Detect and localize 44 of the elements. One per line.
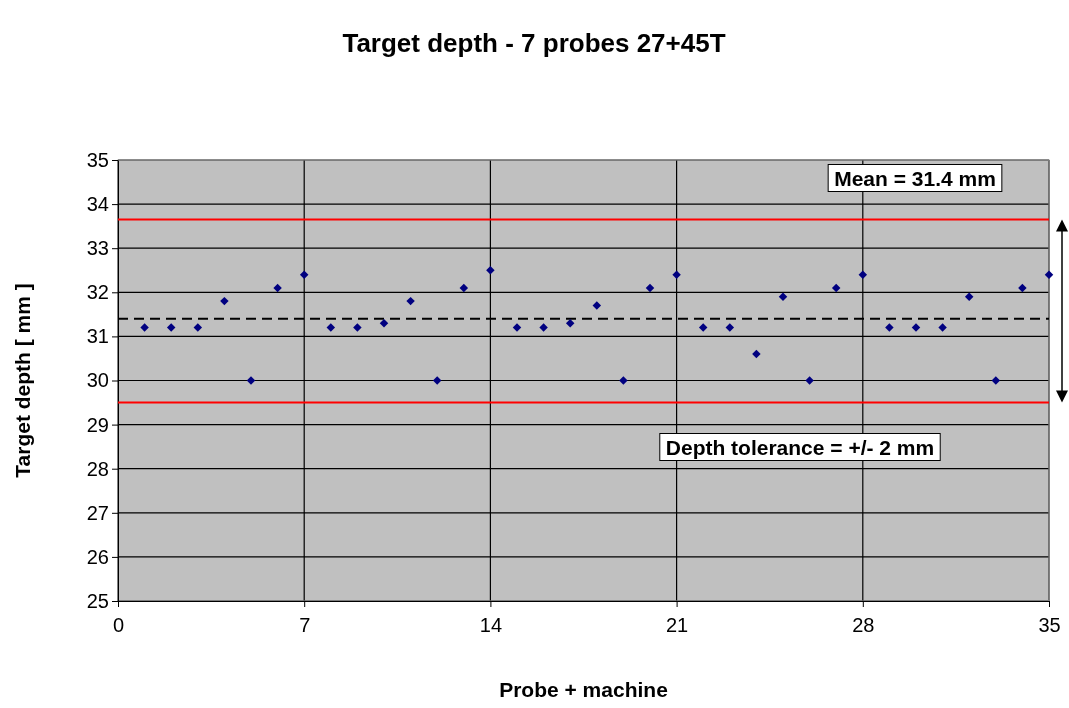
point — [885, 323, 894, 332]
x-axis-title: Probe + machine — [499, 678, 668, 701]
point — [193, 323, 203, 332]
point — [725, 323, 735, 332]
point — [326, 323, 336, 332]
x-tick-label: 7 — [299, 614, 311, 636]
point — [645, 283, 655, 293]
point — [672, 270, 681, 279]
point — [858, 270, 868, 279]
point — [831, 283, 841, 293]
y-tick-label: 35 — [86, 148, 109, 171]
point — [964, 292, 974, 301]
x-tick-label: 21 — [665, 614, 689, 636]
chart-title: Target depth - 7 probes 27+45T — [342, 28, 726, 58]
point — [539, 323, 548, 332]
point — [353, 323, 362, 332]
x-tick-label: 35 — [1038, 614, 1061, 636]
point — [565, 318, 575, 328]
point — [140, 323, 149, 332]
point — [619, 376, 628, 385]
point — [805, 376, 814, 385]
y-tick-label: 27 — [86, 501, 109, 524]
x-tick-label: 28 — [852, 614, 875, 636]
y-tick-label: 33 — [86, 237, 109, 260]
y-tick-label: 31 — [86, 325, 109, 348]
ref-line-label: Mean = 31.4 mm — [834, 166, 996, 190]
point — [486, 266, 495, 275]
y-axis-title: Target depth [ mm ] — [11, 283, 34, 478]
y-tick-label: 26 — [86, 545, 109, 568]
point — [698, 323, 708, 332]
y-tick-label: 29 — [86, 413, 109, 436]
point — [938, 323, 947, 332]
y-tick-label: 34 — [86, 193, 109, 215]
y-tick-label: 32 — [86, 281, 109, 304]
y-tick-label: 30 — [86, 369, 109, 392]
point — [299, 270, 309, 279]
y-tick-label: 25 — [86, 589, 109, 612]
x-tick-label: 14 — [479, 614, 503, 636]
point — [379, 318, 389, 328]
point — [459, 283, 469, 293]
y-tick-label: 28 — [86, 457, 109, 480]
annotation: Depth tolerance = +/- 2 mm — [665, 435, 935, 459]
x-tick-label: 0 — [112, 614, 125, 636]
point — [166, 323, 176, 332]
